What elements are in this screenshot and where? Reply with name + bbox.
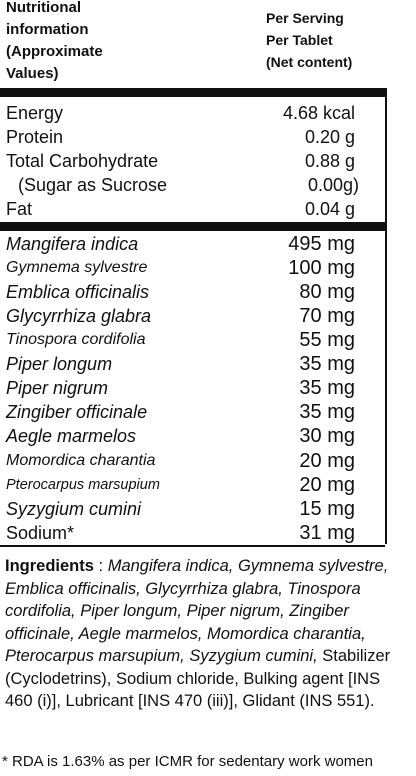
herb-row: Piper longum 35 mg — [0, 352, 385, 376]
herb-value: 20 mg — [299, 450, 355, 472]
herb-row: Emblica officinalis 80 mg — [0, 280, 385, 304]
header-title-line: information — [6, 21, 89, 38]
herb-value: 31 mg — [299, 522, 355, 544]
herb-row: Pterocarpus marsupium 20 mg — [0, 473, 385, 497]
nutrient-row: Protein 0.20 g — [0, 125, 385, 149]
ingredients-heading: Ingredients — [5, 557, 94, 575]
herb-row: Glycyrrhiza glabra 70 mg — [0, 304, 385, 328]
herb-row: Tinospora cordifolia 55 mg — [0, 328, 385, 352]
herb-row: Piper nigrum 35 mg — [0, 376, 385, 400]
herb-label: Momordica charantia — [6, 452, 156, 469]
nutrient-row: (Sugar as Sucrose 0.00g) — [0, 173, 385, 197]
rda-footnote: * RDA is 1.63% as per ICMR for sedentary… — [2, 753, 373, 770]
herb-row: Syzygium cumini 15 mg — [0, 497, 385, 521]
herb-row: Gymnema sylvestre 100 mg — [0, 256, 385, 280]
herb-label: Piper longum — [6, 354, 113, 374]
herb-label: Zingiber officinale — [6, 402, 148, 422]
header-divider — [0, 88, 385, 97]
herb-row: Sodium* 31 mg — [0, 521, 385, 545]
nutrient-value: 0.20 g — [304, 127, 355, 147]
herb-row: Zingiber officinale 35 mg — [0, 400, 385, 424]
herb-value: 30 mg — [299, 425, 355, 447]
herb-label: Aegle marmelos — [6, 426, 137, 446]
herb-value: 20 mg — [299, 474, 355, 496]
herb-label: Pterocarpus marsupium — [6, 477, 160, 493]
herb-value: 80 mg — [299, 281, 355, 303]
herb-value: 35 mg — [299, 401, 355, 423]
ingredients-statement: Ingredients : Mangifera indica, Gymnema … — [5, 555, 410, 713]
herb-value: 70 mg — [299, 305, 355, 327]
herb-value: 15 mg — [299, 498, 355, 520]
table-right-border — [385, 88, 387, 544]
nutrient-divider — [0, 222, 385, 231]
serving-header: Per Serving Per Tablet (Net content) — [266, 7, 396, 73]
herb-label: Gymnema sylvestre — [6, 259, 148, 276]
herb-label: Piper nigrum — [6, 378, 109, 398]
herb-label: Emblica officinalis — [6, 282, 150, 302]
nutrient-row: Energy 4.68 kcal — [0, 101, 385, 125]
herb-row: Mangifera indica 495 mg — [0, 232, 385, 256]
nutrient-label: Protein — [6, 127, 64, 147]
herb-row: Aegle marmelos 30 mg — [0, 424, 385, 448]
nutrient-label: (Sugar as Sucrose — [18, 175, 168, 195]
nutrient-value: 0.00g) — [307, 175, 359, 195]
nutrient-value: 4.68 kcal — [282, 103, 355, 123]
herb-value: 55 mg — [299, 329, 355, 351]
nutrient-value: 0.88 g — [304, 151, 355, 171]
nutrient-label: Total Carbohydrate — [6, 151, 159, 171]
header-title-line: (Approximate — [6, 43, 103, 60]
header-title-line: Nutritional — [6, 0, 81, 16]
herb-value: 35 mg — [299, 353, 355, 375]
header-title: Nutritional information (Approximate Val… — [6, 0, 146, 85]
table-bottom-border — [0, 545, 385, 547]
ingredients-additives: Stabilizer (Cyclodetrins), Sodium chlori… — [5, 647, 391, 710]
header-title-line: Values) — [6, 65, 59, 82]
nutrient-row: Total Carbohydrate 0.88 g — [0, 149, 385, 173]
nutrient-label: Fat — [6, 199, 33, 219]
nutrient-label: Energy — [6, 103, 64, 123]
serving-header-line: Per Tablet — [266, 32, 333, 48]
herb-value: 100 mg — [288, 257, 355, 279]
herb-label: Glycyrrhiza glabra — [6, 306, 152, 326]
herb-row: Momordica charantia 20 mg — [0, 449, 385, 473]
serving-header-line: Per Serving — [266, 10, 344, 26]
serving-header-line: (Net content) — [266, 54, 353, 70]
nutrient-row: Fat 0.04 g — [0, 197, 385, 221]
herb-label: Syzygium cumini — [6, 499, 142, 519]
herb-value: 35 mg — [299, 377, 355, 399]
herb-label: Mangifera indica — [6, 234, 139, 254]
nutrient-value: 0.04 g — [304, 199, 355, 219]
herb-label: Sodium* — [6, 523, 75, 543]
ingredients-botanicals: Mangifera indica, Gymnema sylvestre, Emb… — [5, 557, 389, 665]
herb-label: Tinospora cordifolia — [6, 331, 146, 348]
ingredients-separator: : — [93, 557, 108, 575]
herb-value: 495 mg — [288, 233, 355, 255]
